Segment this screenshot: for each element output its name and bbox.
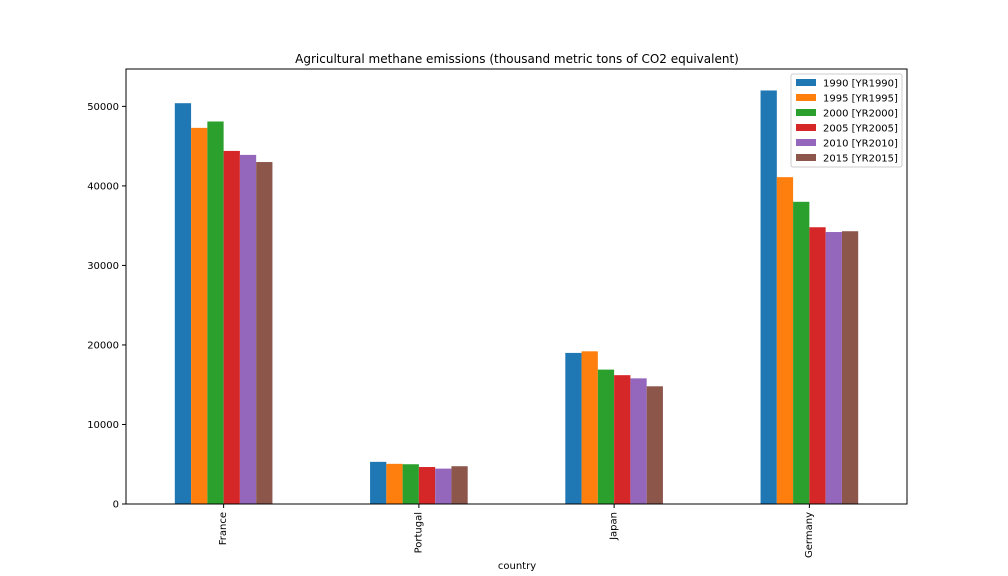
x-axis: France Portugal Japan Germany <box>218 504 815 558</box>
bar-france-2000 <box>207 121 224 505</box>
y-tick-label: 40000 <box>87 181 119 192</box>
y-tick-label: 30000 <box>87 261 119 272</box>
y-tick-label: 10000 <box>87 420 119 431</box>
y-tick-label: 0 <box>113 500 119 511</box>
x-tick-label-japan: Japan <box>609 512 620 541</box>
chart-title: Agricultural methane emissions (thousand… <box>295 52 739 66</box>
x-axis-title: country <box>498 561 536 572</box>
legend-swatch-2010 <box>796 139 816 146</box>
bar-france-2005 <box>223 150 240 504</box>
y-axis: 0 10000 20000 30000 40000 50000 <box>87 102 126 511</box>
bar-france-1995 <box>191 127 208 504</box>
bar-germany-1995 <box>776 177 794 504</box>
bar-france-2010 <box>239 154 257 504</box>
bar-portugal-1990 <box>370 461 387 504</box>
bar-germany-2000 <box>793 201 810 504</box>
x-tick-label-portugal: Portugal <box>413 512 424 553</box>
legend-swatch-2000 <box>796 109 816 116</box>
y-tick-label: 50000 <box>87 102 119 113</box>
bar-portugal-2015 <box>451 466 468 504</box>
legend-swatch-1990 <box>796 79 816 86</box>
bar-japan-2005 <box>614 375 631 504</box>
legend-label-1995: 1995 [YR1995] <box>823 94 898 105</box>
bar-germany-2015 <box>841 231 859 505</box>
bar-japan-2000 <box>597 369 615 504</box>
bars-layer <box>174 90 859 505</box>
bar-japan-2010 <box>630 378 647 504</box>
legend-label-2015: 2015 [YR2015] <box>823 154 898 165</box>
legend-swatch-2015 <box>796 154 816 161</box>
bar-portugal-2000 <box>402 464 419 504</box>
bar-portugal-2010 <box>435 468 452 504</box>
legend-label-1990: 1990 [YR1990] <box>823 79 898 90</box>
bar-germany-1990 <box>760 90 777 504</box>
bar-germany-2005 <box>809 227 826 504</box>
legend-swatch-2005 <box>796 124 816 131</box>
legend-box <box>790 73 903 168</box>
bar-france-1990 <box>174 103 192 504</box>
bar-japan-1995 <box>581 351 598 504</box>
legend: 1990 [YR1990] 1995 [YR1995] 2000 [YR2000] 2… <box>790 73 903 168</box>
y-tick-label: 20000 <box>87 340 119 351</box>
bar-portugal-1995 <box>386 463 403 504</box>
legend-swatch-1995 <box>796 94 816 101</box>
x-tick-label-germany: Germany <box>804 512 815 558</box>
plot-area-frame <box>125 68 908 505</box>
x-tick-label-france: France <box>218 512 229 545</box>
bar-japan-2015 <box>646 386 663 504</box>
legend-label-2010: 2010 [YR2010] <box>823 139 898 150</box>
bar-japan-1990 <box>565 352 582 504</box>
bar-germany-2010 <box>825 232 842 504</box>
bar-portugal-2005 <box>418 467 436 504</box>
legend-label-2000: 2000 [YR2000] <box>823 109 898 120</box>
bar-france-2015 <box>256 162 273 505</box>
legend-label-2005: 2005 [YR2005] <box>823 124 898 135</box>
